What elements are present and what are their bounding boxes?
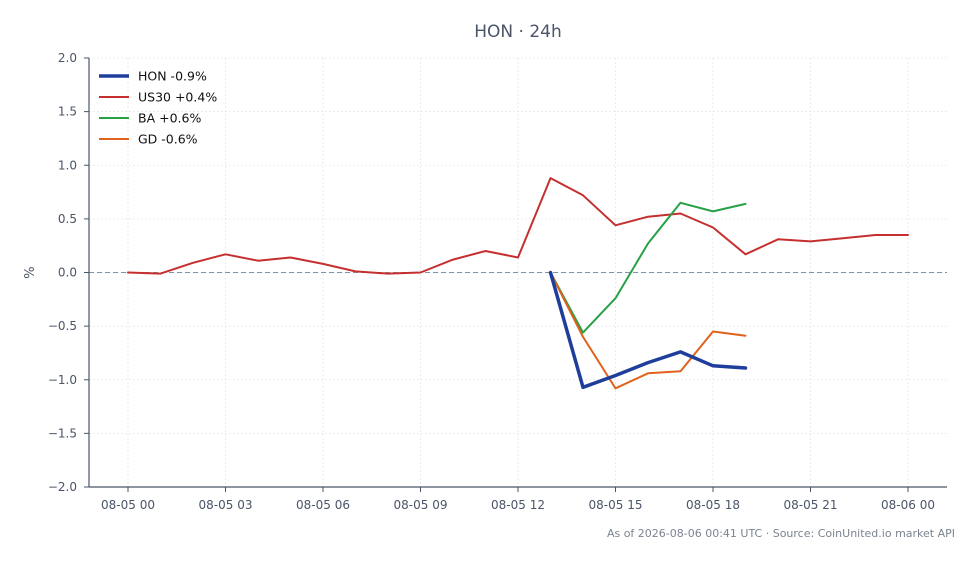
x-tick-label: 08-05 03 [199,498,253,512]
series-line-3 [549,271,747,390]
x-tick-label: 08-06 00 [881,498,935,512]
x-tick-label: 08-05 18 [686,498,740,512]
x-tick-label: 08-05 09 [394,498,448,512]
series-line-0 [548,270,748,390]
y-tick-label: −2.0 [48,480,77,494]
chart-title: HON · 24h [474,22,562,42]
y-tick-label: 2.0 [58,51,77,65]
x-tick-label: 08-05 06 [296,498,350,512]
x-tick-label: 08-05 12 [491,498,545,512]
axes [84,57,947,492]
y-tick-label: 0.0 [58,266,77,280]
y-tick-labels: 2.0 1.5 1.0 0.5 0.0 −0.5 −1.0 −1.5 −2.0 [48,51,77,494]
x-tick-label: 08-05 15 [589,498,643,512]
x-tick-labels: 08-05 00 08-05 03 08-05 06 08-05 09 08-05 12… [101,498,935,512]
y-tick-label: 0.5 [58,212,77,226]
gridlines [89,57,947,488]
legend-label: HON -0.9% [138,69,207,84]
y-tick-label: 1.0 [58,158,77,172]
y-tick-label: −1.5 [48,426,77,440]
y-axis-label: % [23,266,38,278]
y-tick-label: 1.5 [58,105,77,119]
x-tick-label: 08-05 21 [784,498,838,512]
source-footer: As of 2026-08-06 00:41 UTC · Source: Coi… [607,527,955,540]
legend: HON -0.9% US30 +0.4% BA +0.6% GD -0.6% [99,69,217,147]
y-tick-label: −1.0 [48,373,77,387]
legend-label: GD -0.6% [138,132,198,147]
legend-label: BA +0.6% [138,111,201,126]
x-tick-label: 08-05 00 [101,498,155,512]
series-lines [127,177,909,390]
y-tick-label: −0.5 [48,319,77,333]
series-line-1 [127,177,909,275]
series-line-2 [549,201,747,334]
legend-label: US30 +0.4% [138,90,217,105]
